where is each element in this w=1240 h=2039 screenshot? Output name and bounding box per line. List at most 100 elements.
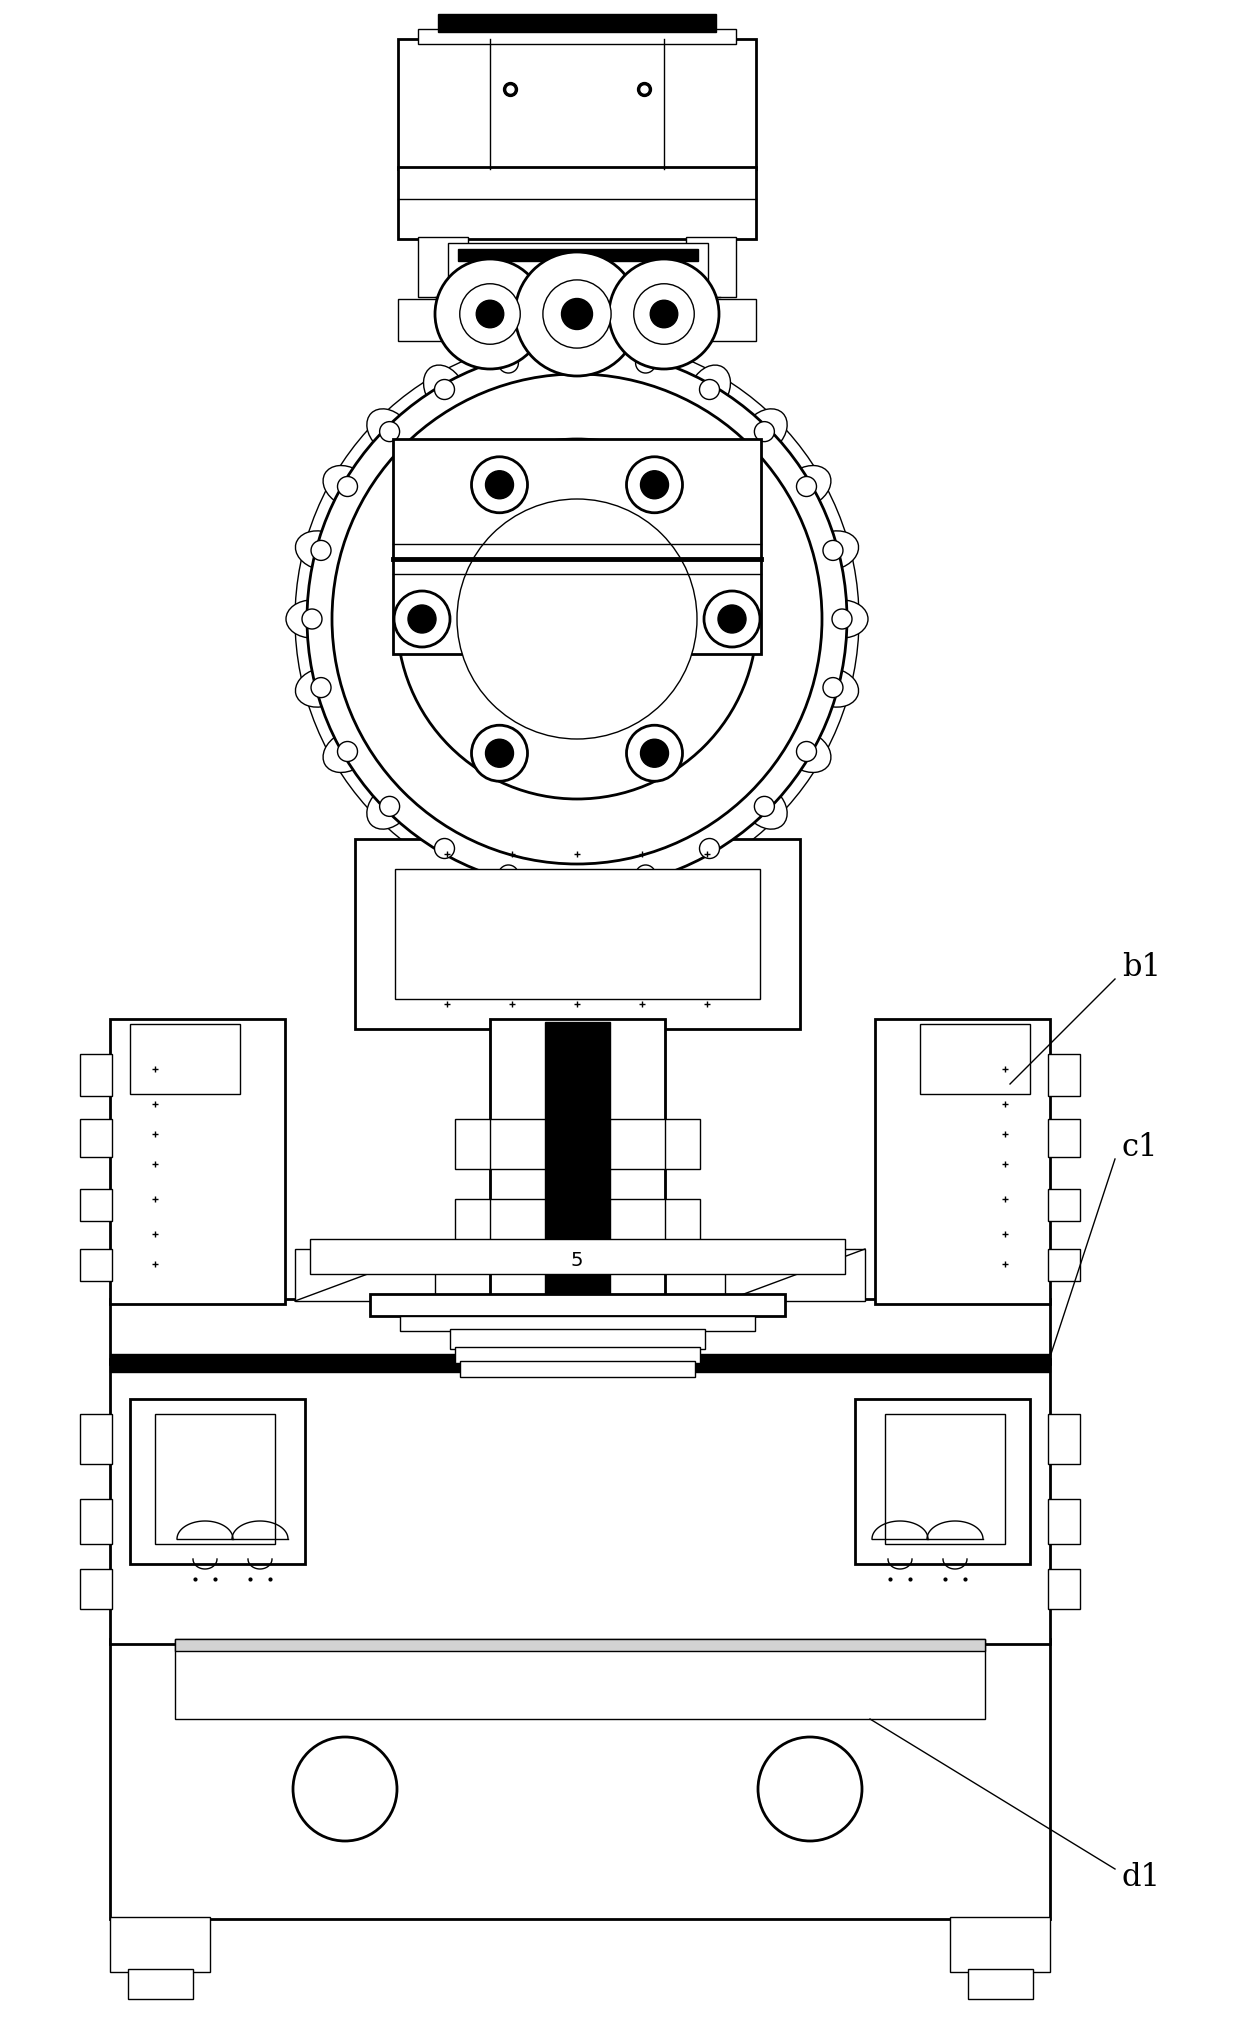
Bar bbox=[856, 1399, 1030, 1564]
Bar bbox=[110, 1917, 210, 1972]
Bar bbox=[110, 1354, 1050, 1372]
Circle shape bbox=[650, 302, 678, 328]
Bar bbox=[355, 840, 800, 1030]
Bar bbox=[418, 239, 467, 298]
Bar bbox=[1048, 1054, 1080, 1097]
Circle shape bbox=[754, 422, 775, 442]
Circle shape bbox=[394, 591, 450, 648]
Ellipse shape bbox=[324, 467, 372, 508]
Bar bbox=[1048, 1570, 1080, 1609]
Bar bbox=[81, 1250, 112, 1280]
Circle shape bbox=[337, 742, 357, 763]
Circle shape bbox=[458, 500, 697, 740]
Ellipse shape bbox=[688, 824, 730, 873]
Circle shape bbox=[567, 875, 587, 895]
Circle shape bbox=[486, 471, 513, 500]
Circle shape bbox=[460, 285, 521, 345]
Ellipse shape bbox=[816, 602, 868, 638]
Bar bbox=[1048, 1189, 1080, 1221]
Circle shape bbox=[567, 345, 587, 365]
Circle shape bbox=[704, 591, 760, 648]
Bar bbox=[81, 1499, 112, 1544]
Circle shape bbox=[379, 422, 399, 442]
Bar bbox=[875, 1020, 1050, 1305]
Bar bbox=[81, 1189, 112, 1221]
Bar bbox=[448, 245, 708, 294]
Circle shape bbox=[699, 840, 719, 858]
Circle shape bbox=[311, 540, 331, 561]
Bar bbox=[546, 1022, 610, 1307]
Bar bbox=[175, 1639, 985, 1652]
Bar bbox=[455, 1199, 701, 1250]
Bar bbox=[396, 869, 760, 999]
Bar bbox=[398, 167, 756, 241]
Ellipse shape bbox=[558, 328, 596, 381]
Bar bbox=[110, 1360, 1050, 1643]
Bar bbox=[418, 31, 737, 45]
Circle shape bbox=[796, 477, 816, 498]
Circle shape bbox=[636, 355, 656, 373]
Circle shape bbox=[308, 351, 847, 889]
Circle shape bbox=[758, 1737, 862, 1841]
Bar bbox=[885, 1415, 1004, 1544]
Bar bbox=[968, 1970, 1033, 1998]
Bar bbox=[175, 1639, 985, 1719]
Circle shape bbox=[609, 259, 719, 369]
Circle shape bbox=[832, 610, 852, 630]
Ellipse shape bbox=[295, 669, 347, 708]
Bar bbox=[458, 251, 698, 261]
Bar bbox=[455, 1348, 701, 1364]
Bar bbox=[81, 1119, 112, 1158]
Ellipse shape bbox=[782, 467, 831, 508]
Circle shape bbox=[515, 253, 639, 377]
Circle shape bbox=[823, 679, 843, 697]
Bar bbox=[920, 1024, 1030, 1095]
Ellipse shape bbox=[626, 850, 665, 901]
Ellipse shape bbox=[286, 602, 339, 638]
Ellipse shape bbox=[367, 410, 413, 455]
Bar bbox=[110, 1299, 1050, 1364]
Bar bbox=[1048, 1415, 1080, 1464]
Bar bbox=[450, 1329, 706, 1350]
Circle shape bbox=[626, 726, 682, 781]
Circle shape bbox=[337, 477, 357, 498]
Circle shape bbox=[823, 540, 843, 561]
Bar bbox=[950, 1917, 1050, 1972]
Bar bbox=[438, 14, 715, 33]
Circle shape bbox=[699, 381, 719, 400]
Ellipse shape bbox=[688, 365, 730, 414]
Ellipse shape bbox=[324, 732, 372, 773]
Bar bbox=[393, 440, 761, 655]
Ellipse shape bbox=[626, 338, 665, 389]
Circle shape bbox=[408, 606, 436, 634]
Bar bbox=[1048, 1250, 1080, 1280]
Circle shape bbox=[397, 440, 756, 799]
Ellipse shape bbox=[742, 410, 787, 455]
Bar bbox=[81, 1415, 112, 1464]
Bar bbox=[310, 1240, 844, 1274]
Ellipse shape bbox=[424, 824, 465, 873]
Circle shape bbox=[796, 742, 816, 763]
Bar bbox=[155, 1415, 275, 1544]
Circle shape bbox=[332, 375, 822, 865]
Bar bbox=[725, 1250, 866, 1301]
Bar bbox=[686, 239, 737, 298]
Circle shape bbox=[626, 457, 682, 514]
Ellipse shape bbox=[807, 669, 858, 708]
Ellipse shape bbox=[489, 850, 528, 901]
Bar bbox=[490, 1020, 665, 1309]
Ellipse shape bbox=[742, 785, 787, 830]
Circle shape bbox=[435, 259, 546, 369]
Circle shape bbox=[562, 300, 593, 330]
Circle shape bbox=[718, 606, 746, 634]
Text: b1: b1 bbox=[1122, 952, 1161, 983]
Circle shape bbox=[486, 740, 513, 769]
Circle shape bbox=[476, 302, 503, 328]
Bar bbox=[460, 1362, 694, 1376]
Ellipse shape bbox=[367, 785, 413, 830]
Circle shape bbox=[641, 471, 668, 500]
Bar bbox=[1048, 1499, 1080, 1544]
Bar bbox=[130, 1024, 241, 1095]
Bar bbox=[398, 300, 756, 343]
Ellipse shape bbox=[489, 338, 528, 389]
